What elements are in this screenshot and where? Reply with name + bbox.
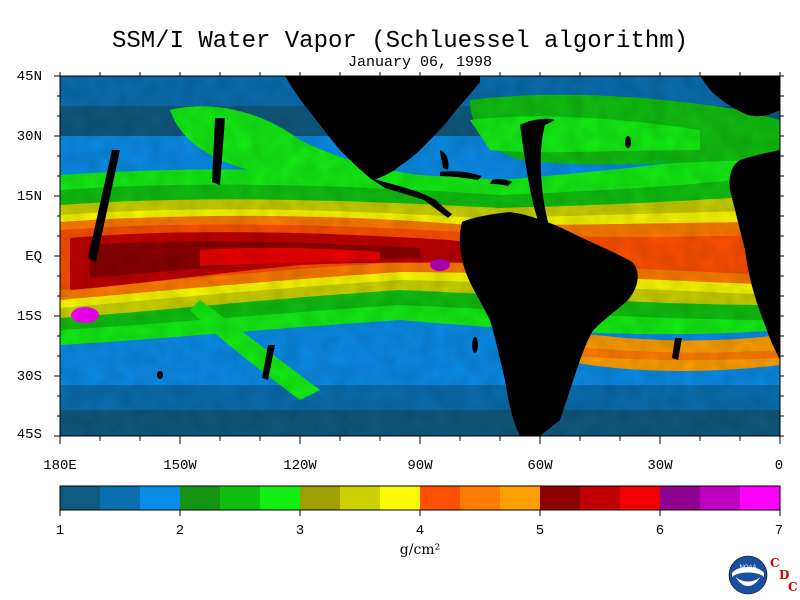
lat-label-45s: 45S xyxy=(16,427,42,443)
noaa-logo: NOAA xyxy=(728,555,768,595)
colorbar-swatch xyxy=(140,486,181,510)
colorbar-swatch xyxy=(700,486,741,510)
noaa-logo-text: NOAA xyxy=(739,565,756,571)
map-title: SSM/I Water Vapor (Schluessel algorithm) xyxy=(111,28,689,55)
water-vapor-field xyxy=(60,76,780,436)
cdc-letter-c1: C xyxy=(770,556,780,570)
cdc-letter-c2: C xyxy=(788,580,798,594)
colorbar-swatch xyxy=(300,486,341,510)
lon-label-120w: 120W xyxy=(283,458,317,474)
colorbar-label-5: 5 xyxy=(535,523,545,539)
lon-label-60w: 60W xyxy=(527,458,553,474)
cdc-letter-d: D xyxy=(779,568,790,582)
colorbar-swatch xyxy=(260,486,301,510)
lon-label-0: 0 xyxy=(774,458,784,474)
colorbar-frame xyxy=(59,485,781,511)
colorbar-label-6: 6 xyxy=(655,523,665,539)
colorbar-swatch xyxy=(660,486,701,510)
colorbar-swatch xyxy=(220,486,261,510)
colorbar-label-1: 1 xyxy=(55,523,65,539)
lat-label-45n: 45N xyxy=(16,69,42,85)
colorbar-swatch xyxy=(500,486,541,510)
land-masses xyxy=(88,76,780,436)
colorbar-swatch xyxy=(60,486,101,510)
colorbar-label-2: 2 xyxy=(175,523,185,539)
lat-label-15n: 15N xyxy=(16,189,42,205)
lat-label-eq: EQ xyxy=(25,249,42,265)
lat-label-15s: 15S xyxy=(16,309,42,325)
colorbar-swatch xyxy=(180,486,221,510)
colorbar xyxy=(59,486,781,516)
lon-label-180e: 180E xyxy=(43,458,77,474)
colorbar-swatch xyxy=(100,486,141,510)
colorbar-swatch xyxy=(340,486,381,510)
lat-label-30s: 30S xyxy=(16,369,42,385)
colorbar-label-7: 7 xyxy=(774,523,784,539)
lon-label-30w: 30W xyxy=(647,458,673,474)
lon-label-150w: 150W xyxy=(163,458,197,474)
colorbar-swatch xyxy=(460,486,501,510)
colorbar-swatch xyxy=(380,486,421,510)
colorbar-swatch xyxy=(620,486,661,510)
colorbar-label-4: 4 xyxy=(415,523,425,539)
map-date: January 06, 1998 xyxy=(347,54,493,71)
colorbar-swatch xyxy=(540,486,581,510)
colorbar-swatch xyxy=(580,486,621,510)
lat-label-30n: 30N xyxy=(16,129,42,145)
colorbar-swatch xyxy=(420,486,461,510)
colorbar-swatch xyxy=(740,486,781,510)
axis-ticks xyxy=(54,72,784,444)
lon-label-90w: 90W xyxy=(407,458,433,474)
colorbar-label-3: 3 xyxy=(295,523,305,539)
colorbar-units: g/cm² xyxy=(399,542,441,558)
